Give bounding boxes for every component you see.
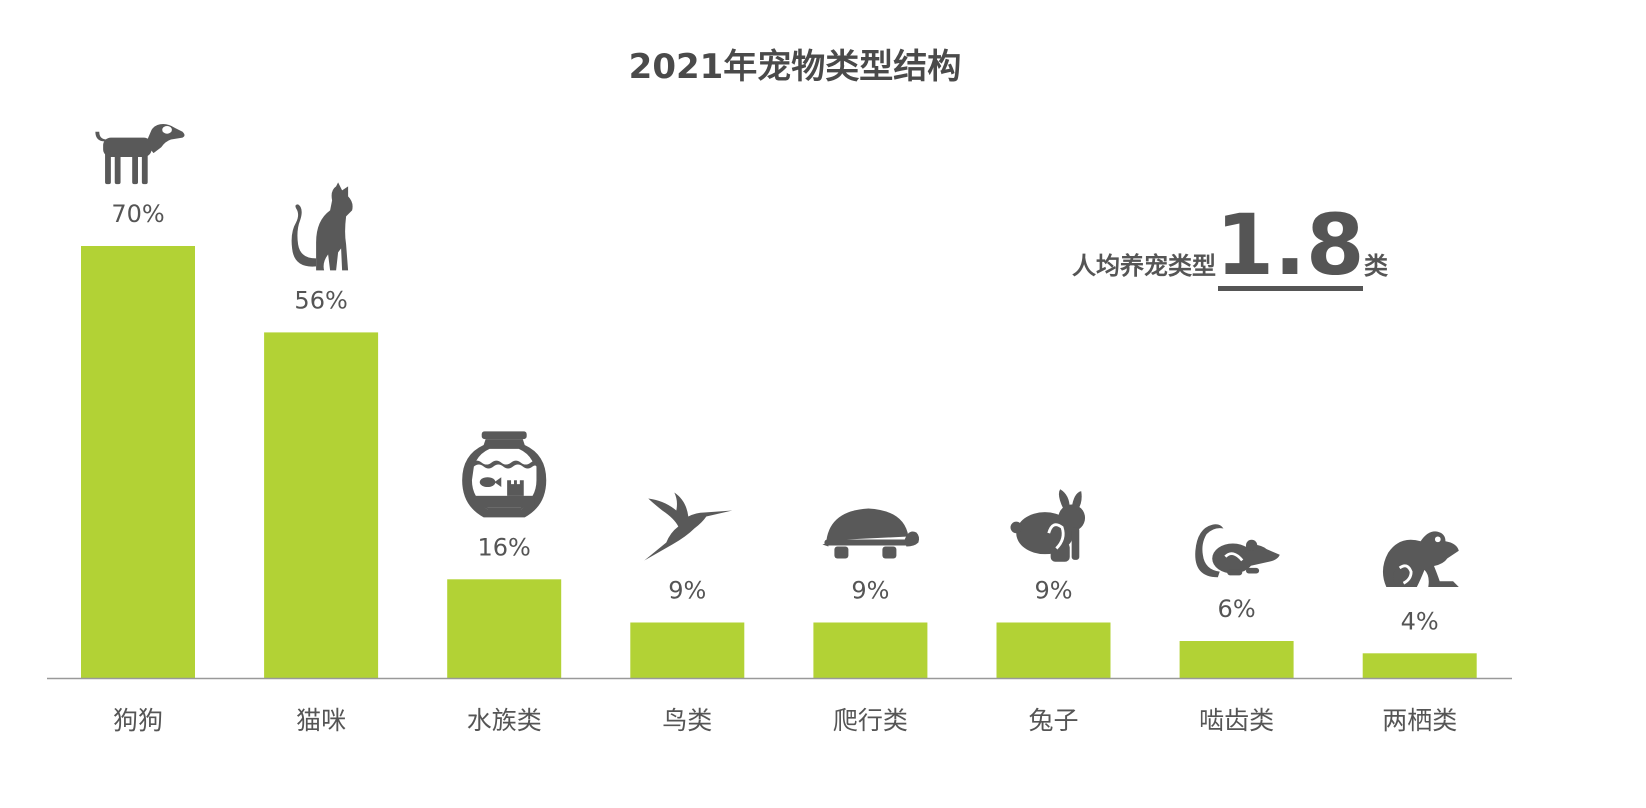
rabbit-icon: [1010, 488, 1087, 563]
bird-icon: [644, 492, 733, 561]
category-label-4: 鸟类: [662, 706, 712, 735]
summary-suffix: 类: [1364, 252, 1389, 280]
category-label-7: 啮齿类: [1199, 706, 1274, 735]
rat-icon: [1193, 522, 1282, 579]
category-label-2: 猫咪: [296, 706, 346, 735]
bar-3: [447, 579, 562, 678]
value-label-5: 9%: [851, 577, 889, 605]
cat-icon: [291, 182, 353, 271]
bar-2: [264, 332, 379, 678]
value-label-3: 16%: [478, 533, 531, 561]
category-label-6: 兔子: [1028, 706, 1078, 735]
frog-icon: [1381, 529, 1461, 589]
dog-icon: [95, 124, 185, 185]
value-label-6: 9%: [1034, 577, 1072, 605]
bar-5: [813, 622, 928, 678]
category-label-3: 水族类: [467, 706, 542, 735]
fishbowl-icon: [462, 431, 547, 518]
category-label-5: 爬行类: [833, 706, 908, 735]
summary-callout: 人均养宠类型 1.8 类: [1072, 196, 1389, 294]
summary-value: 1.8: [1216, 196, 1365, 294]
bar-1: [81, 246, 195, 678]
category-label-8: 两栖类: [1382, 706, 1457, 735]
turtle-icon: [822, 508, 920, 559]
summary-underline: [1218, 286, 1363, 291]
category-label-1: 狗狗: [113, 706, 163, 735]
category-labels-layer: 狗狗 猫咪 水族类 鸟类 爬行类 兔子 啮齿类 两栖类: [113, 706, 1457, 735]
value-label-7: 6%: [1218, 595, 1256, 623]
chart-title: 2021年宠物类型结构: [629, 47, 962, 87]
bar-6: [996, 622, 1111, 678]
bar-4: [630, 622, 745, 678]
value-label-8: 4%: [1401, 607, 1439, 635]
bars-layer: [81, 246, 1477, 678]
value-label-2: 56%: [294, 286, 347, 314]
value-label-1: 70%: [111, 200, 164, 228]
value-labels-layer: 70% 56% 16% 9% 9% 9% 6% 4%: [111, 200, 1438, 635]
value-label-4: 9%: [668, 577, 706, 605]
bar-8: [1362, 653, 1477, 678]
summary-prefix: 人均养宠类型: [1072, 252, 1216, 280]
bar-7: [1179, 641, 1294, 678]
